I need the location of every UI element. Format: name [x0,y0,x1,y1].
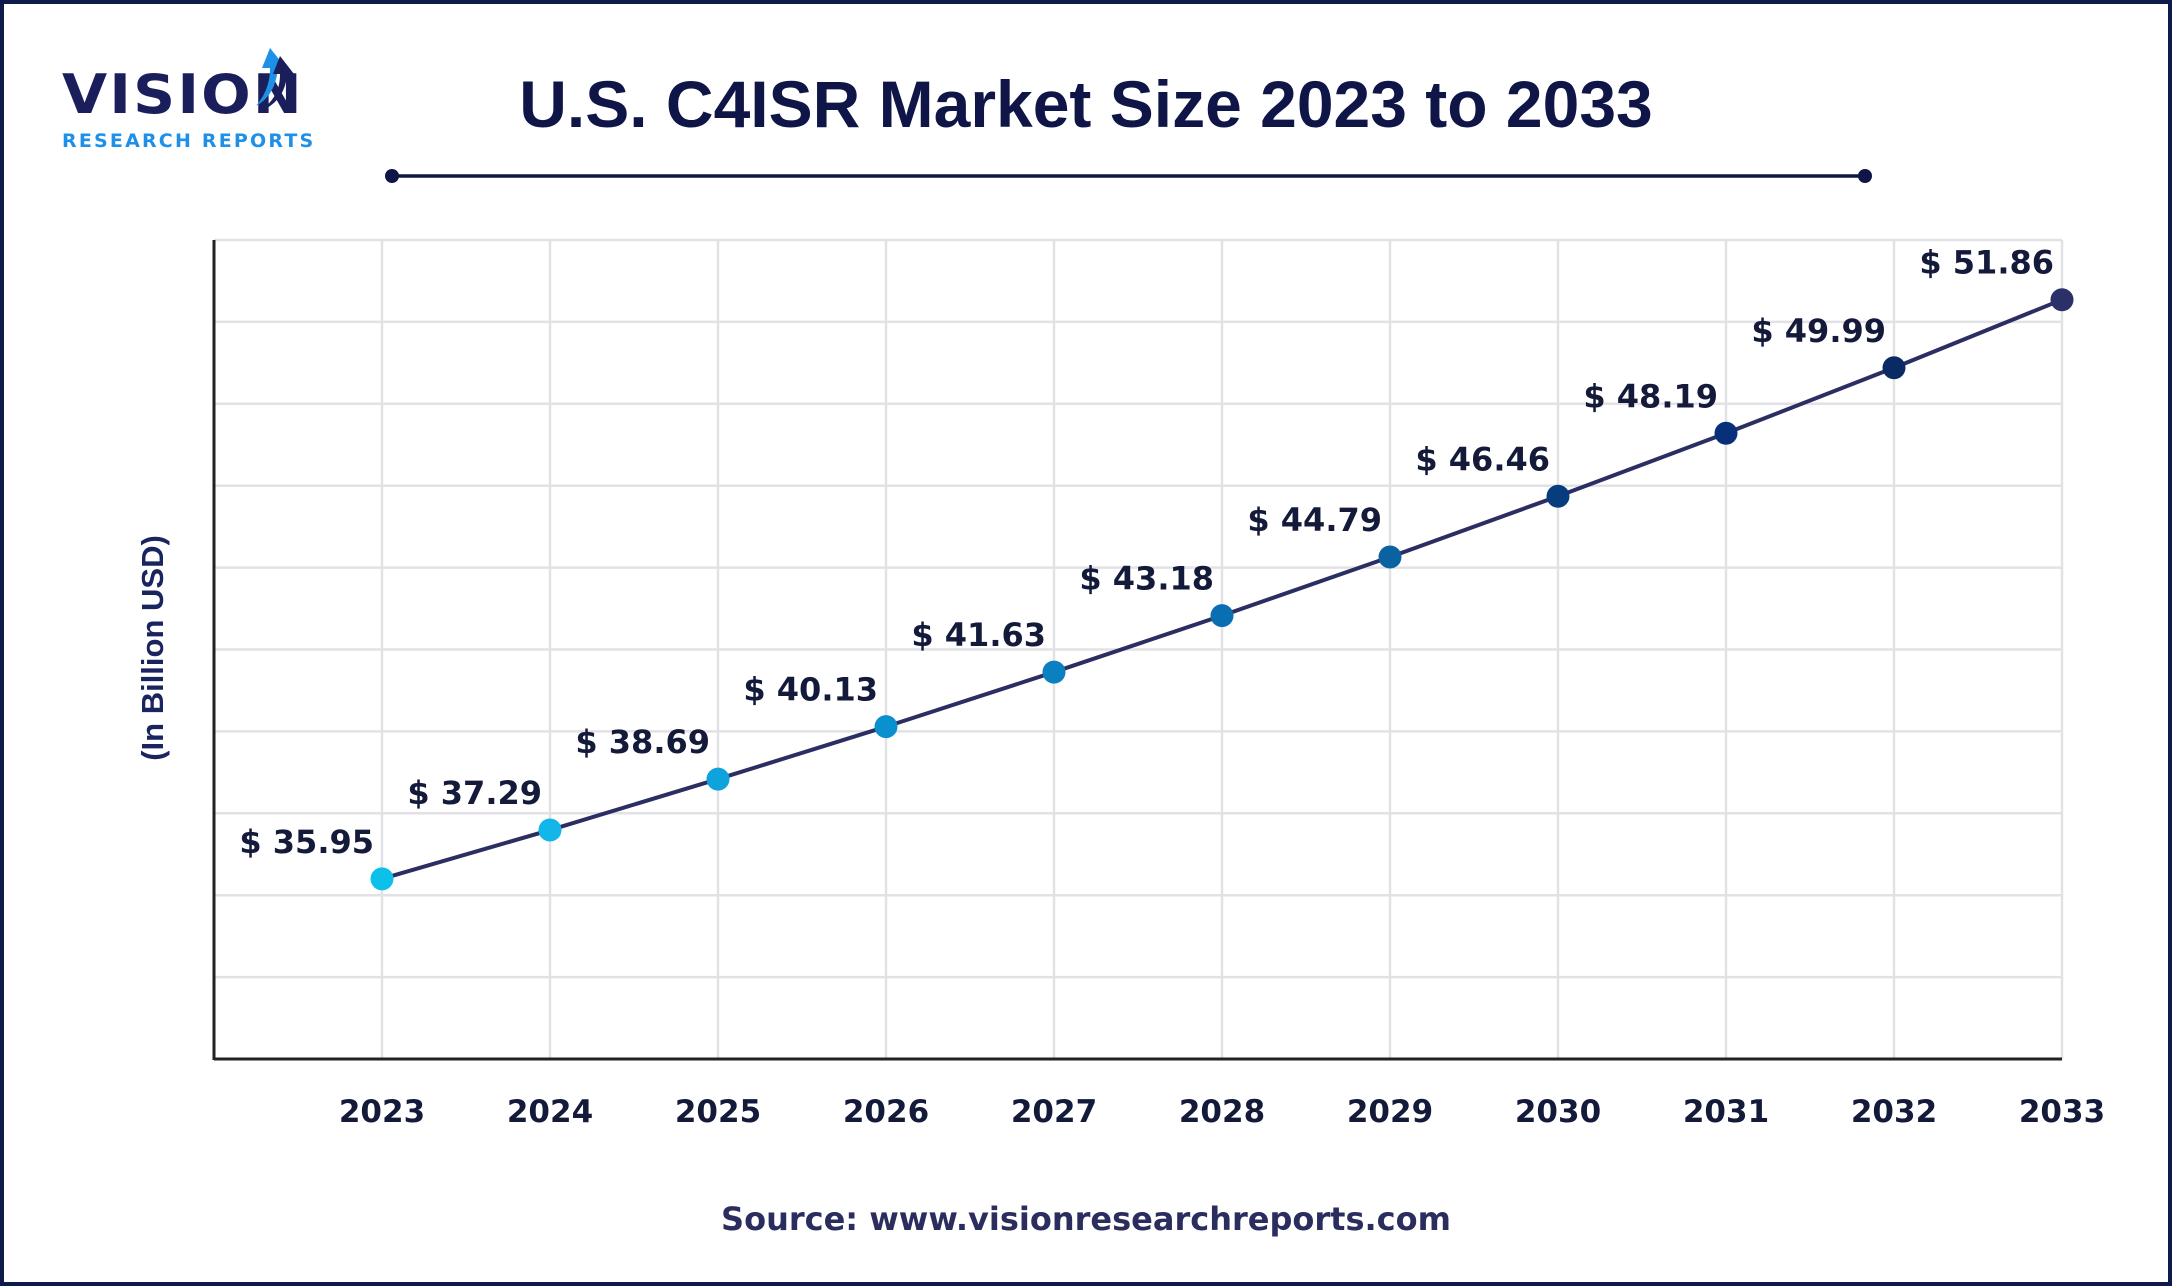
data-point [1546,484,1570,508]
data-point [706,767,730,791]
source-text: Source: www.visionresearchreports.com [721,1200,1451,1238]
data-point [1882,356,1906,380]
logo-wordmark: VISION [62,63,304,126]
x-tick-label: 2031 [1683,1094,1769,1130]
x-tick-label: 2024 [507,1094,593,1130]
x-tick-label: 2032 [1851,1094,1937,1130]
title-rule-dot-left [385,169,399,183]
data-label: $ 44.79 [1247,501,1382,539]
data-labels: $ 35.95 $ 37.29 $ 38.69 $ 40.13 $ 41.63 $ 43.… [239,244,2054,861]
logo-arrow-icon [256,48,294,112]
data-label: $ 38.69 [575,723,710,761]
data-label: $ 40.13 [743,671,878,709]
data-point [2050,288,2074,312]
data-label: $ 37.29 [407,774,542,812]
data-label: $ 41.63 [911,616,1046,654]
axes [212,240,2062,1061]
x-tick-label: 2030 [1515,1094,1601,1130]
x-tick-label: 2027 [1011,1094,1097,1130]
data-label: $ 35.95 [239,823,374,861]
title-rule-dot-right [1858,169,1872,183]
vision-research-reports-logo: VISION RESEARCH REPORTS [62,48,316,152]
data-label: $ 48.19 [1583,377,1718,415]
grid [214,238,2064,1059]
data-point [1210,604,1234,628]
data-point [370,867,394,891]
data-label: $ 43.18 [1079,560,1214,598]
title-rule [385,169,1872,183]
logo-tagline: RESEARCH REPORTS [62,130,316,152]
data-point [1714,421,1738,445]
x-tick-label: 2033 [2019,1094,2105,1130]
x-tick-label: 2029 [1347,1094,1433,1130]
x-tick-labels: 2023 2024 2025 2026 2027 2028 2029 2030 2031 2032… [339,1094,2105,1130]
data-point [874,715,898,739]
data-label: $ 46.46 [1415,440,1550,478]
y-axis-label: (In Billion USD) [135,535,170,761]
data-label: $ 51.86 [1919,244,2054,282]
chart-title: U.S. C4ISR Market Size 2023 to 2033 [519,67,1653,141]
data-point [538,818,562,842]
x-tick-label: 2026 [843,1094,929,1130]
data-point [1378,545,1402,569]
data-label: $ 49.99 [1751,312,1886,350]
data-points [370,288,2074,891]
data-point [1042,660,1066,684]
x-tick-label: 2028 [1179,1094,1265,1130]
x-tick-label: 2025 [675,1094,761,1130]
x-tick-label: 2023 [339,1094,425,1130]
